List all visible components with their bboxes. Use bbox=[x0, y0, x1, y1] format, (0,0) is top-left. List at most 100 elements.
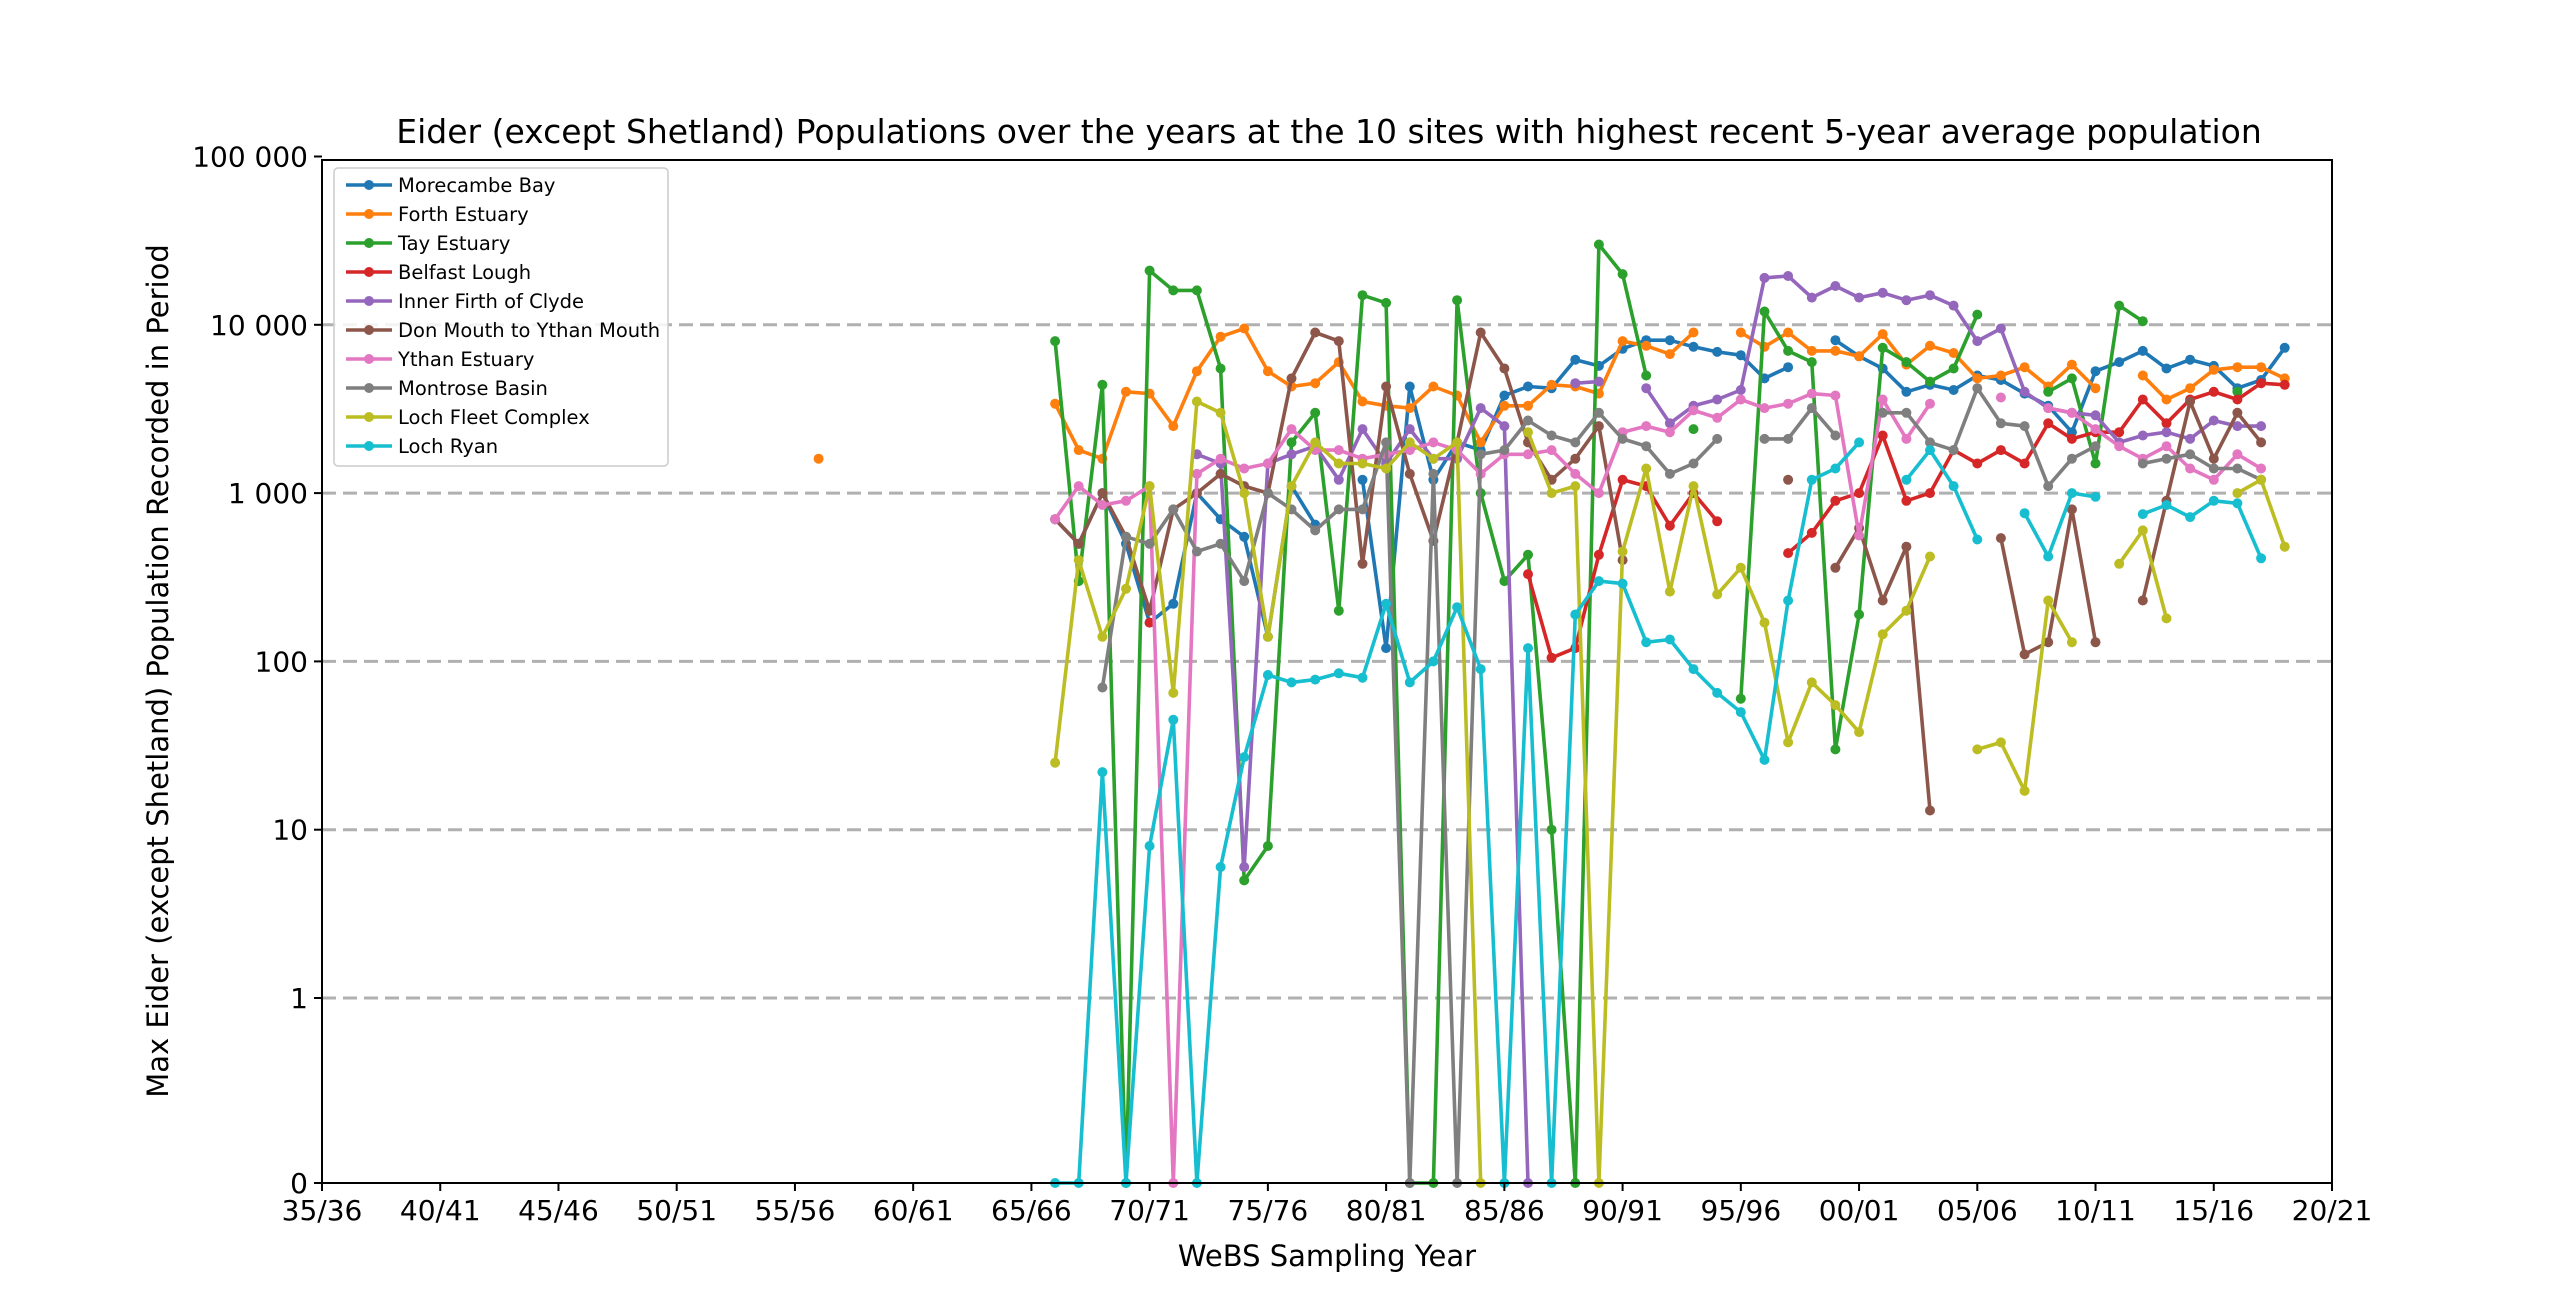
data-point bbox=[1806, 292, 1817, 303]
data-point bbox=[1333, 474, 1344, 485]
data-point bbox=[1783, 362, 1794, 373]
legend-swatch-marker bbox=[364, 209, 374, 219]
x-tick-label: 20/21 bbox=[2292, 1194, 2373, 1227]
data-point bbox=[1499, 400, 1510, 411]
data-point bbox=[1381, 297, 1392, 308]
data-point bbox=[2066, 488, 2077, 499]
data-point bbox=[1830, 744, 1841, 755]
data-point bbox=[2137, 509, 2148, 520]
data-point bbox=[1925, 376, 1935, 387]
data-point bbox=[1144, 841, 1155, 851]
data-point bbox=[2043, 595, 2054, 606]
data-point bbox=[1499, 363, 1510, 374]
data-point bbox=[2019, 785, 2030, 796]
data-point bbox=[1877, 342, 1888, 353]
data-point bbox=[1357, 504, 1368, 515]
legend-label: Montrose Basin bbox=[398, 377, 548, 400]
data-point bbox=[1712, 412, 1723, 423]
data-point bbox=[1381, 437, 1392, 448]
data-point bbox=[1830, 345, 1841, 356]
data-point bbox=[1570, 378, 1581, 389]
data-point bbox=[1121, 495, 1131, 506]
data-point bbox=[1215, 407, 1226, 418]
x-tick-label: 60/61 bbox=[873, 1194, 954, 1227]
data-point bbox=[1191, 468, 1202, 479]
data-point bbox=[1830, 430, 1841, 441]
data-point bbox=[1925, 488, 1935, 499]
data-point bbox=[1830, 281, 1841, 291]
legend-label: Tay Estuary bbox=[397, 232, 510, 255]
data-point bbox=[1901, 295, 1912, 306]
data-point bbox=[1239, 576, 1250, 587]
data-point bbox=[2019, 649, 2030, 660]
x-axis: 35/36 40/41 45/46 50/51 55/56 60/61 65/66 70/71… bbox=[282, 1183, 2373, 1227]
data-point bbox=[1570, 354, 1581, 365]
data-point bbox=[1357, 458, 1368, 469]
data-point bbox=[2019, 508, 2030, 519]
data-point bbox=[2208, 415, 2219, 426]
data-point bbox=[1050, 757, 1061, 768]
data-point bbox=[2066, 504, 2077, 515]
data-point bbox=[1972, 534, 1983, 545]
data-point bbox=[1310, 378, 1321, 389]
data-point bbox=[1901, 495, 1912, 506]
series-line bbox=[1739, 330, 2097, 390]
data-point bbox=[1215, 862, 1226, 872]
data-point bbox=[2185, 396, 2196, 407]
data-point bbox=[1097, 682, 1108, 693]
data-point bbox=[2090, 410, 2101, 421]
data-point bbox=[1617, 269, 1628, 280]
data-point bbox=[1310, 327, 1321, 338]
legend-label: Loch Fleet Complex bbox=[398, 406, 590, 429]
data-point bbox=[2066, 359, 2077, 370]
data-point bbox=[2256, 378, 2267, 389]
data-point bbox=[1262, 841, 1273, 851]
data-point bbox=[1617, 578, 1628, 589]
data-point bbox=[2066, 637, 2077, 648]
data-point bbox=[1428, 656, 1439, 667]
data-point bbox=[1239, 488, 1250, 499]
x-tick-label: 95/96 bbox=[1700, 1194, 1781, 1227]
data-point bbox=[1144, 538, 1155, 549]
data-point bbox=[2066, 433, 2077, 444]
data-point bbox=[1523, 569, 1533, 580]
data-point bbox=[2208, 453, 2219, 464]
data-point bbox=[1286, 677, 1297, 688]
data-point bbox=[1783, 737, 1794, 748]
data-point bbox=[1995, 737, 2006, 748]
data-point bbox=[2208, 364, 2219, 375]
data-point bbox=[1901, 433, 1912, 444]
data-point bbox=[1925, 398, 1935, 409]
data-point bbox=[1688, 405, 1699, 416]
data-point bbox=[1333, 605, 1344, 616]
data-point bbox=[1877, 629, 1888, 640]
data-point bbox=[1948, 363, 1959, 374]
x-tick-label: 35/36 bbox=[282, 1194, 363, 1227]
data-point bbox=[1972, 309, 1983, 320]
data-point bbox=[1948, 445, 1959, 456]
data-point bbox=[2256, 362, 2267, 373]
data-point bbox=[1995, 533, 2006, 544]
data-point bbox=[1239, 862, 1250, 872]
data-point bbox=[1664, 418, 1675, 429]
data-point bbox=[1121, 583, 1131, 594]
legend-label: Don Mouth to Ythan Mouth bbox=[398, 319, 660, 342]
data-point bbox=[1404, 424, 1415, 435]
data-point bbox=[1357, 672, 1368, 683]
data-point bbox=[1239, 531, 1250, 542]
data-point bbox=[1712, 589, 1723, 600]
data-point bbox=[2043, 418, 2054, 429]
series-line bbox=[2141, 399, 2263, 601]
data-point bbox=[1097, 767, 1108, 778]
data-point bbox=[1144, 481, 1155, 492]
data-point bbox=[1712, 433, 1723, 444]
data-point bbox=[2232, 421, 2243, 432]
data-point bbox=[1428, 437, 1439, 448]
data-point bbox=[1664, 520, 1675, 531]
data-point bbox=[2256, 463, 2267, 474]
series-line bbox=[1764, 406, 1837, 441]
x-tick-label: 70/71 bbox=[1109, 1194, 1190, 1227]
y-tick-label: 100 bbox=[255, 645, 308, 678]
data-point bbox=[1664, 349, 1675, 360]
data-point bbox=[1475, 664, 1486, 675]
